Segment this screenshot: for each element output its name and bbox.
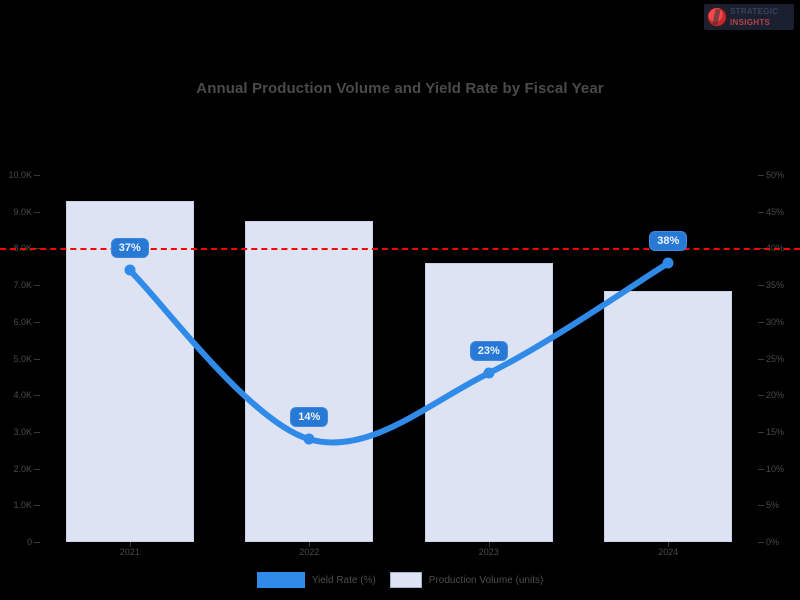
y-axis-left-tick-6: 4.0K (13, 390, 32, 401)
data-label-2023: 23% (469, 341, 508, 362)
y-axis-left-tick-5: 5.0K (13, 353, 32, 364)
y-axis-left-tickmark-8 (34, 468, 40, 470)
y-axis-right-tickmark-1 (758, 211, 764, 213)
bar-2024[interactable] (604, 290, 733, 542)
bar-2022[interactable] (245, 220, 374, 542)
y-axis-left-tick-0: 10.0K (8, 170, 32, 180)
logo-line-1: STRATEGIC (730, 7, 779, 16)
x-axis-label-2022: 2022 (299, 547, 320, 557)
y-axis-right-tickmark-6 (758, 395, 764, 397)
data-label-2024: 38% (649, 231, 688, 252)
line-marker-2023[interactable] (483, 367, 495, 379)
line-marker-2021[interactable] (124, 264, 136, 276)
y-axis-right-tick-4: 30% (766, 316, 785, 327)
y-axis-left-tick-10: 0 (26, 537, 32, 547)
globe-icon (707, 7, 727, 27)
y-axis-left-tickmark-1 (34, 211, 40, 213)
y-axis-right-tickmark-3 (758, 285, 764, 287)
y-axis-left-tick-3: 7.0K (13, 280, 32, 291)
y-axis-left-tick-1: 9.0K (13, 206, 32, 217)
y-axis-right-tickmark-7 (758, 431, 764, 433)
y-axis-left-tick-8: 2.0K (13, 463, 32, 474)
x-axis-label-2024: 2024 (658, 547, 679, 557)
y-axis-left-tickmark-10 (34, 542, 40, 543)
bar-swatch (389, 572, 422, 588)
y-axis-right-tickmark-8 (758, 468, 764, 470)
x-axis-tickmark-0 (129, 542, 131, 547)
x-axis-tickmark-3 (668, 542, 670, 547)
y-axis-right-tickmark-5 (758, 358, 764, 360)
y-axis-left-tickmark-9 (34, 505, 40, 507)
line-marker-2024[interactable] (662, 257, 674, 269)
plot-area: 10.0K 9.0K 8.0K 7.0K 6.0K 5.0K 4.0K 3.0K 2.0K 1.0… (0, 170, 800, 557)
y-axis-right-tickmark-0 (758, 175, 764, 176)
y-axis-left-tickmark-5 (34, 358, 40, 360)
y-axis-left-tickmark-4 (34, 321, 40, 323)
brand-logo[interactable]: STRATEGIC INSIGHTS (704, 4, 794, 30)
y-axis-right-tick-5: 25% (766, 353, 785, 364)
y-axis-left-tickmark-3 (34, 285, 40, 287)
y-axis-left-tickmark-7 (34, 431, 40, 433)
logo-wordmark: STRATEGIC INSIGHTS (730, 7, 791, 27)
y-axis-right-tick-1: 45% (766, 206, 785, 217)
reference-line (0, 248, 800, 251)
y-axis-right-tickmark-10 (758, 542, 764, 543)
logo-line-2: INSIGHTS (730, 18, 771, 27)
line-marker-2022[interactable] (303, 433, 315, 445)
y-axis-left-tickmark-6 (34, 395, 40, 397)
line-series (126, 260, 672, 446)
chart-title: Annual Production Volume and Yield Rate … (196, 80, 604, 97)
y-axis-right-tickmark-9 (758, 505, 764, 507)
x-axis-label-2021: 2021 (119, 547, 140, 557)
x-axis-tickmark-1 (309, 542, 311, 547)
line-swatch (256, 572, 305, 588)
y-axis-right-tick-0: 50% (766, 170, 785, 180)
x-axis-label-2023: 2023 (478, 547, 499, 557)
legend-label-bar: Production Volume (units) (428, 574, 544, 586)
x-axis-tickmark-2 (488, 542, 490, 547)
y-axis-left-tick-7: 3.0K (13, 426, 32, 437)
y-axis-right-tick-9: 5% (766, 500, 780, 511)
data-label-2021: 37% (110, 238, 149, 259)
bar-2023[interactable] (424, 263, 553, 542)
y-axis-left-tick-4: 6.0K (13, 316, 32, 327)
y-axis-left-tick-9: 1.0K (13, 500, 32, 511)
y-axis-right-tick-10: 0% (766, 537, 780, 547)
y-axis-left-tickmark-0 (34, 175, 40, 176)
chart-legend: Yield Rate (%) Production Volume (units) (0, 572, 800, 588)
y-axis-right-tick-8: 10% (766, 463, 785, 474)
y-axis-right-tick-6: 20% (766, 390, 785, 401)
legend-item-bar[interactable]: Production Volume (units) (389, 572, 544, 588)
data-label-2022: 14% (290, 407, 329, 428)
y-axis-right-tick-3: 35% (766, 280, 785, 291)
legend-label-line: Yield Rate (%) (311, 574, 376, 586)
y-axis-right-tickmark-4 (758, 321, 764, 323)
y-axis-right-tick-7: 15% (766, 426, 785, 437)
legend-item-line[interactable]: Yield Rate (%) (256, 572, 376, 588)
